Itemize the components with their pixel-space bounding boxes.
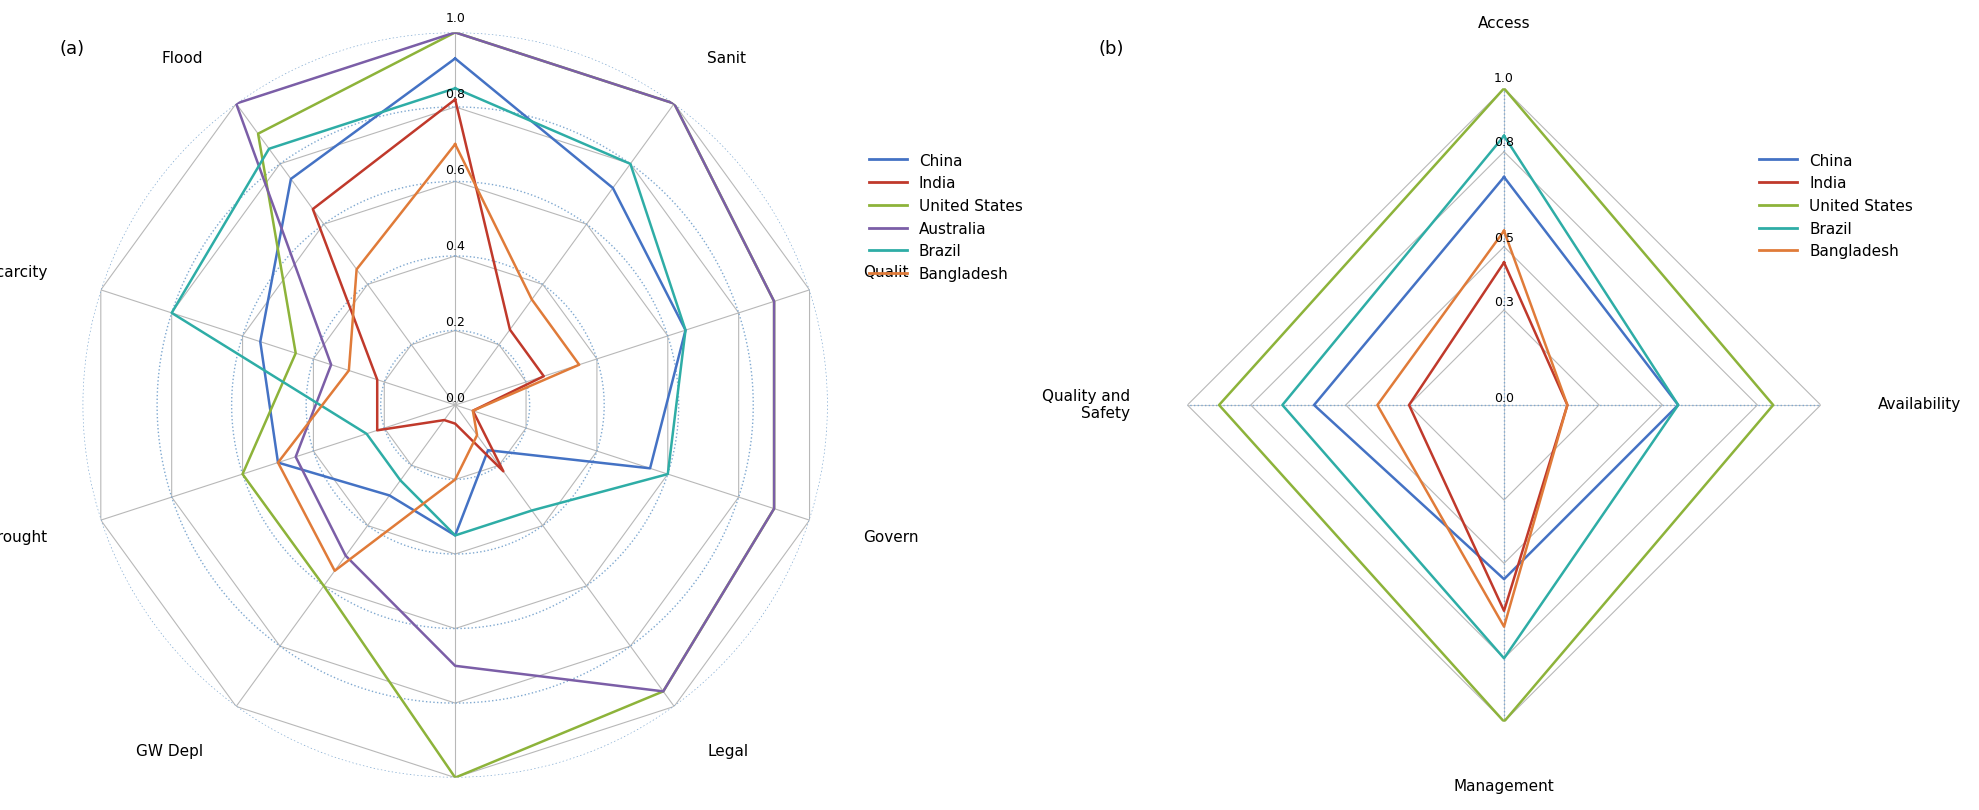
Text: 0.0: 0.0 xyxy=(445,392,465,405)
Text: Govern: Govern xyxy=(863,530,918,545)
Text: 0.0: 0.0 xyxy=(1494,392,1514,405)
Text: 1.0: 1.0 xyxy=(1494,72,1514,85)
Text: Scarcity: Scarcity xyxy=(0,265,47,280)
Text: Qualit: Qualit xyxy=(863,265,908,280)
Text: Flood: Flood xyxy=(162,51,204,66)
Text: 0.8: 0.8 xyxy=(445,88,465,101)
Text: Management: Management xyxy=(1455,778,1554,794)
Text: 0.4: 0.4 xyxy=(445,240,465,253)
Text: Access: Access xyxy=(1478,16,1530,32)
Text: Legal: Legal xyxy=(707,744,748,759)
Text: Sanit: Sanit xyxy=(707,51,746,66)
Text: 0.6: 0.6 xyxy=(445,164,465,177)
Legend: China, India, United States, Australia, Brazil, Bangladesh: China, India, United States, Australia, … xyxy=(869,153,1023,282)
Text: 0.3: 0.3 xyxy=(1494,296,1514,309)
Text: (a): (a) xyxy=(59,40,85,58)
Text: Drought: Drought xyxy=(0,530,47,545)
Text: 0.2: 0.2 xyxy=(445,316,465,329)
Text: Quality and
Safety: Quality and Safety xyxy=(1043,389,1130,421)
Text: 0.8: 0.8 xyxy=(1494,136,1514,149)
Text: 0.5: 0.5 xyxy=(1494,232,1514,245)
Text: Availability: Availability xyxy=(1878,398,1961,412)
Text: (b): (b) xyxy=(1098,40,1124,58)
Legend: China, India, United States, Brazil, Bangladesh: China, India, United States, Brazil, Ban… xyxy=(1759,153,1914,259)
Text: GW Depl: GW Depl xyxy=(137,744,204,759)
Text: 1.0: 1.0 xyxy=(445,12,465,25)
